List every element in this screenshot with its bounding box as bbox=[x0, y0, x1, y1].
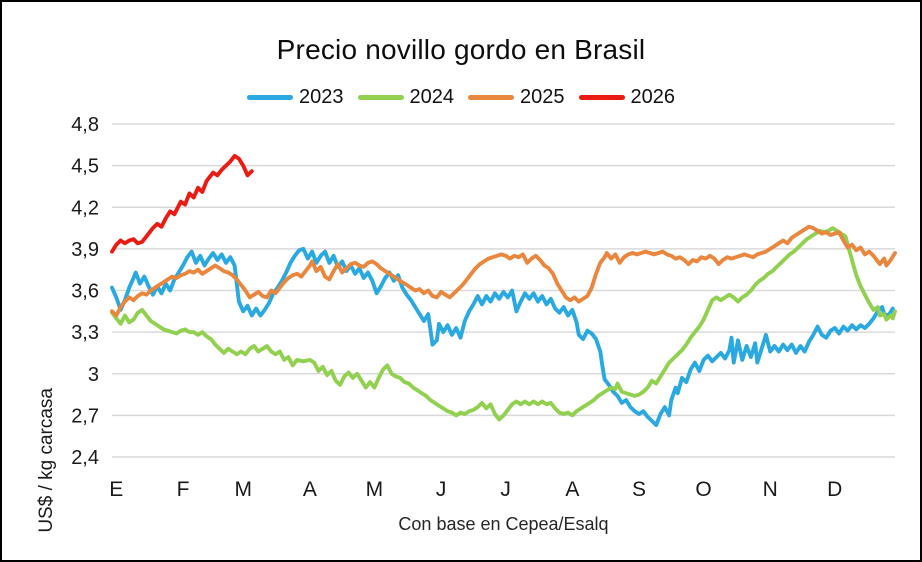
legend-swatch-2023 bbox=[247, 95, 293, 100]
legend-item-2025: 2025 bbox=[468, 86, 565, 109]
y-axis-tick-label: 4,8 bbox=[71, 114, 99, 136]
x-axis-tick-label: O bbox=[695, 478, 711, 501]
chart-title: Precio novillo gordo en Brasil bbox=[276, 34, 646, 65]
y-axis-tick-label: 2,7 bbox=[71, 405, 99, 427]
series-line-2026 bbox=[110, 153, 254, 254]
y-axis-tick-label: 3,6 bbox=[71, 281, 99, 303]
series-line-2024 bbox=[110, 226, 897, 422]
y-axis-title: US$ / kg carcasa bbox=[22, 190, 57, 533]
x-axis-tick-label: M bbox=[234, 478, 252, 501]
y-axis-tick-label: 3,9 bbox=[71, 239, 99, 261]
legend-label-2024: 2024 bbox=[409, 86, 455, 108]
x-axis-tick-label: D bbox=[827, 478, 842, 501]
legend-swatch-2026 bbox=[578, 95, 625, 100]
series-line-2023 bbox=[110, 246, 895, 428]
x-axis-tick-label: E bbox=[109, 478, 123, 501]
y-axis-tick-label: 4,2 bbox=[71, 197, 99, 219]
series-line-2025 bbox=[110, 224, 897, 318]
legend-item-2026: 2026 bbox=[578, 86, 676, 109]
x-axis-tick-label: F bbox=[177, 478, 190, 501]
legend-item-2023: 2023 bbox=[247, 86, 344, 109]
x-axis-tick-label: N bbox=[763, 478, 778, 501]
legend-label-2023: 2023 bbox=[299, 86, 344, 108]
x-axis-tick-label: A bbox=[565, 478, 579, 501]
x-axis-tick-label: A bbox=[303, 478, 317, 501]
legend: 2023 2024 2025 2026 bbox=[2, 86, 920, 109]
legend-item-2024: 2024 bbox=[357, 86, 455, 109]
x-axis-tick-label: M bbox=[366, 478, 384, 501]
legend-swatch-2024 bbox=[357, 95, 404, 100]
legend-swatch-2025 bbox=[468, 95, 514, 100]
y-axis-tick-label: 4,5 bbox=[71, 156, 99, 178]
legend-label-2026: 2026 bbox=[630, 86, 676, 108]
chart-footnote: Con base en Cepea/Esalq bbox=[398, 514, 609, 534]
y-axis-tick-label: 3 bbox=[88, 364, 99, 386]
x-axis-tick-label: S bbox=[632, 478, 646, 501]
x-axis-tick-label: J bbox=[500, 478, 511, 501]
y-axis-title-text: US$ / kg carcasa bbox=[36, 388, 57, 533]
legend-label-2025: 2025 bbox=[520, 86, 565, 108]
x-axis-tick-label: J bbox=[436, 478, 447, 501]
y-axis-tick-label: 3,3 bbox=[71, 322, 99, 344]
y-axis-tick-label: 2,4 bbox=[71, 447, 99, 469]
